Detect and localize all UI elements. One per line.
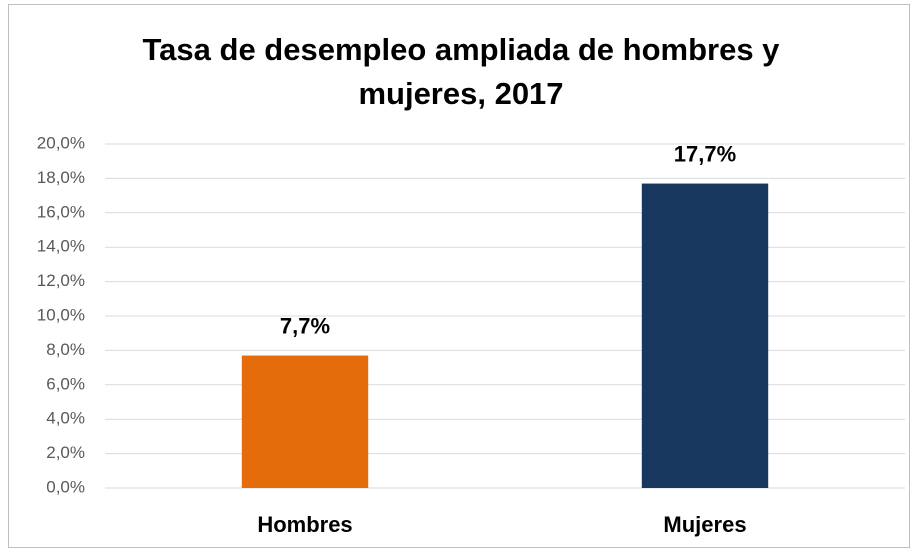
y-tick-label: 2,0% bbox=[46, 443, 85, 462]
y-tick-label: 14,0% bbox=[37, 237, 85, 256]
y-tick-label: 16,0% bbox=[37, 202, 85, 221]
y-tick-label: 4,0% bbox=[46, 409, 85, 428]
chart-frame bbox=[8, 4, 910, 548]
y-tick-label: 6,0% bbox=[46, 374, 85, 393]
x-tick-label: Hombres bbox=[257, 512, 352, 537]
value-label: 7,7% bbox=[280, 313, 330, 338]
value-label: 17,7% bbox=[674, 141, 736, 166]
y-tick-label: 10,0% bbox=[37, 305, 85, 324]
y-tick-label: 18,0% bbox=[37, 168, 85, 187]
bar bbox=[241, 355, 369, 488]
x-tick-label: Mujeres bbox=[663, 512, 746, 537]
chart-title: Tasa de desempleo ampliada de hombres y … bbox=[142, 32, 780, 111]
y-tick-label: 8,0% bbox=[46, 340, 85, 359]
y-tick-label: 12,0% bbox=[37, 271, 85, 290]
y-tick-label: 0,0% bbox=[46, 477, 85, 496]
y-tick-label: 20,0% bbox=[37, 133, 85, 152]
bar bbox=[641, 183, 769, 488]
